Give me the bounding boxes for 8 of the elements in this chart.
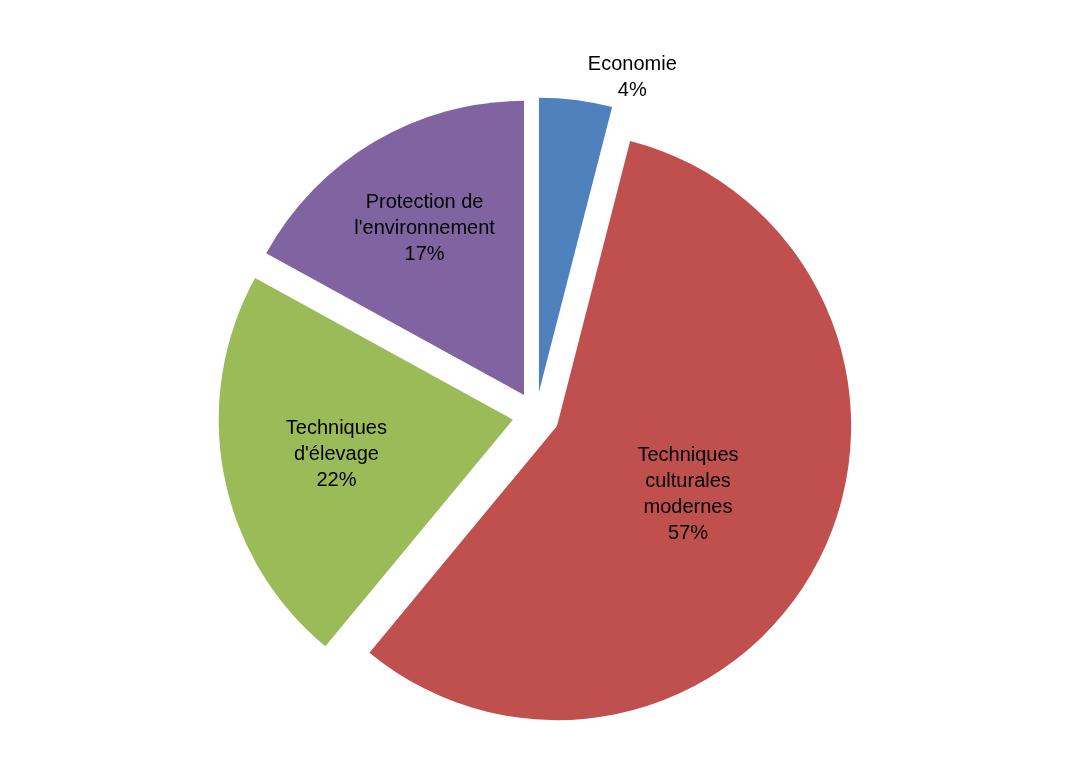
data-label: 4% [617, 78, 647, 101]
data-label: 17% [404, 242, 445, 265]
slice-label: Protection de l'environnement [354, 190, 496, 239]
data-label: 22% [316, 468, 357, 491]
slice-label: Techniques culturales modernes [637, 442, 739, 517]
slice-label: Economie [587, 52, 677, 75]
slice-label: Techniques d'élevage [285, 416, 387, 465]
data-label: 57% [668, 520, 709, 543]
